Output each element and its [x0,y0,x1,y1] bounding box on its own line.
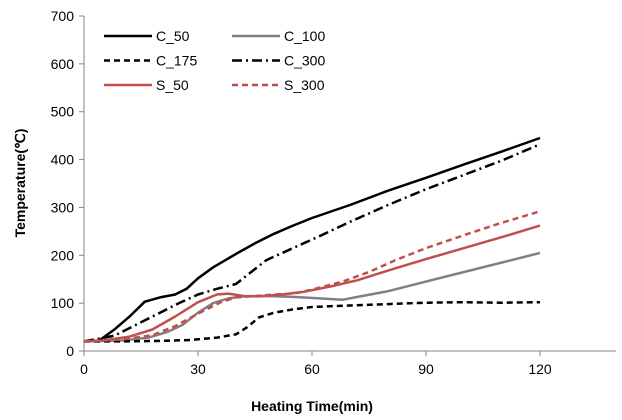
y-tick-label: 400 [51,152,75,168]
x-tick-label: 0 [80,361,88,377]
x-tick-label: 60 [304,361,320,377]
legend-label: S_50 [156,77,189,93]
legend-label: C_100 [284,28,325,44]
y-tick-label: 700 [51,8,75,24]
series-line-s-300 [83,210,541,343]
legend-label: S_300 [284,77,325,93]
legend-label: C_300 [284,53,325,69]
x-tick-label: 120 [528,361,552,377]
y-axis-title: Temperature(℃) [12,129,28,238]
series-line-c-300 [83,143,541,343]
legend-label: C_175 [156,53,197,69]
x-tick-label: 90 [418,361,434,377]
legend-label: C_50 [156,28,190,44]
x-axis-title: Heating Time(min) [251,398,373,414]
series-line-c-50 [83,136,541,343]
x-tick-label: 30 [190,361,206,377]
y-tick-label: 200 [51,247,75,263]
axes: 0 100 200 300 400 500 600 700 0 30 60 90 120 [51,8,616,377]
y-tick-label: 300 [51,199,75,215]
y-tick-label: 600 [51,56,75,72]
y-tick-label: 500 [51,104,75,120]
series-line-c-175 [84,300,541,343]
series-line-s-50 [83,224,541,343]
legend: C_50 C_100 C_175 C_300 S_50 S_300 [104,28,325,93]
y-tick-label: 100 [51,295,75,311]
series-lines [83,136,541,343]
y-tick-label: 0 [66,343,74,359]
